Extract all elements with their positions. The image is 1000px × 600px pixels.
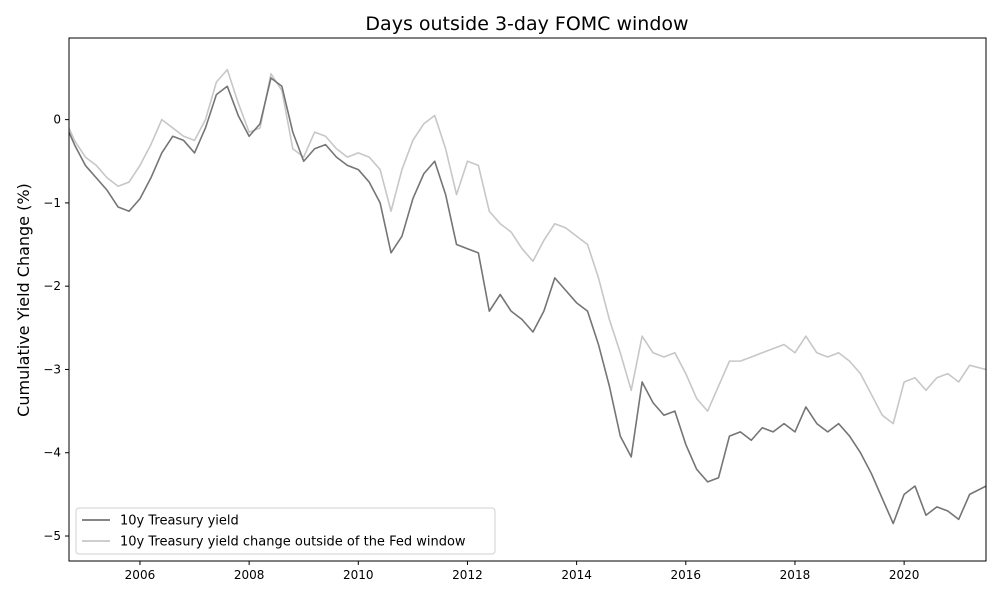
x-tick-label: 2014 xyxy=(561,568,592,582)
chart-title: Days outside 3-day FOMC window xyxy=(365,13,688,35)
y-tick-label: 0 xyxy=(53,113,61,127)
y-tick-label: −5 xyxy=(43,529,61,543)
x-tick-label: 2016 xyxy=(671,568,702,582)
x-tick-label: 2018 xyxy=(780,568,811,582)
y-tick-label: −1 xyxy=(43,196,61,210)
x-tick-label: 2012 xyxy=(452,568,483,582)
x-tick-label: 2006 xyxy=(125,568,156,582)
x-tick-label: 2008 xyxy=(234,568,265,582)
x-tick-label: 2010 xyxy=(343,568,374,582)
legend-box xyxy=(75,507,496,555)
legend-entry-2: 10y Treasury yield change outside of the… xyxy=(120,535,466,550)
y-axis-label: Cumulative Yield Change (%) xyxy=(14,183,33,417)
x-tick-label: 2020 xyxy=(889,568,920,582)
axes-frame xyxy=(68,37,987,562)
y-tick-label: −3 xyxy=(43,362,61,376)
series-line-1 xyxy=(69,77,986,525)
y-tick-label: −2 xyxy=(43,279,61,293)
plot-area: 2006 2008 2010 2012 2014 2016 2018 2020 0 −1 −2 −3 −… xyxy=(43,37,987,582)
series-line-2 xyxy=(69,68,986,425)
legend-entry-1: 10y Treasury yield xyxy=(120,514,239,529)
y-tick-label: −4 xyxy=(43,446,61,460)
